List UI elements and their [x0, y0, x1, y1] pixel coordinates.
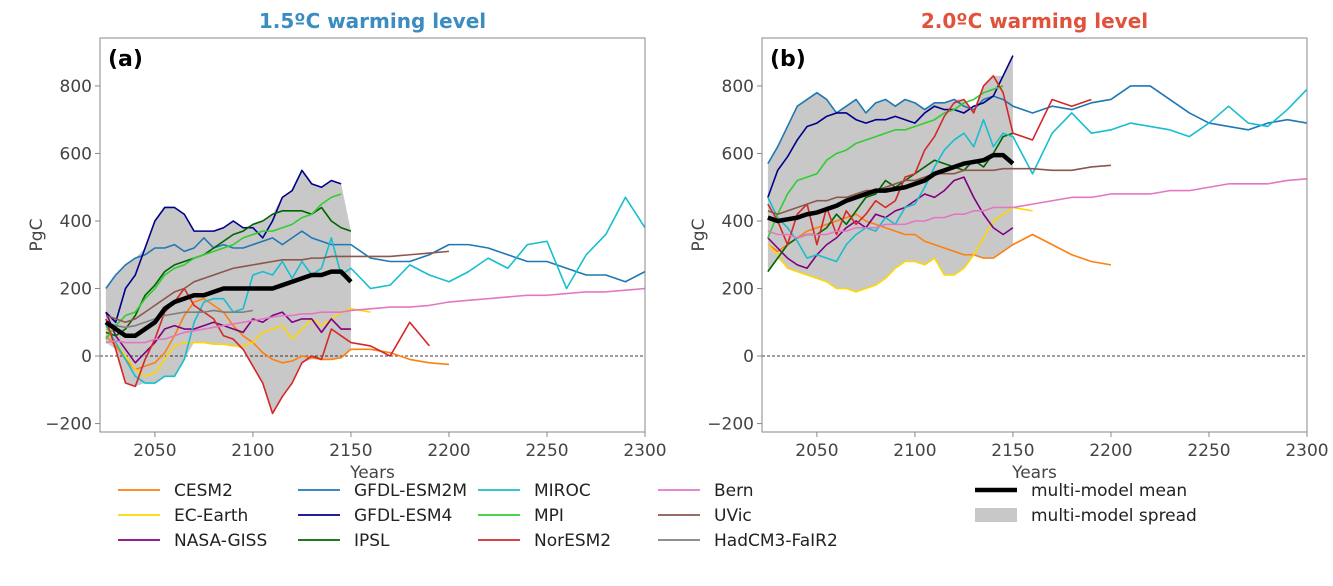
legend-label: multi-model mean [1031, 481, 1187, 501]
series-line: MPI [767, 85, 1004, 239]
x-tick-label: 2150 [329, 441, 372, 461]
series-line: MPI [105, 193, 342, 340]
y-tick-label: 600 [60, 144, 92, 164]
y-tick-label: 200 [722, 280, 754, 300]
legend-label: MIROC [534, 481, 591, 501]
x-tick-label: 2200 [427, 441, 470, 461]
y-tick-label: 600 [722, 144, 754, 164]
y-tick-label: 800 [60, 77, 92, 97]
y-tick-label: 400 [722, 212, 754, 232]
series-line: UVic [105, 250, 450, 324]
x-tick-label: 2250 [525, 441, 568, 461]
x-tick-label: 2250 [1187, 441, 1230, 461]
legend-label: GFDL-ESM4 [354, 506, 452, 526]
series-line: NASA-GISS [105, 311, 351, 364]
series-line: EC-Earth [767, 206, 1033, 293]
x-tick-label: 2300 [1285, 441, 1328, 461]
x-tick-label: 2100 [231, 441, 274, 461]
panel-label: (b) [770, 47, 806, 72]
y-tick-label: −200 [45, 415, 92, 435]
x-axis-label: Years [1011, 463, 1057, 483]
series-line: IPSL [105, 206, 352, 337]
panel-label: (a) [108, 47, 143, 72]
spread-band [105, 170, 351, 414]
legend-label: UVic [714, 506, 752, 526]
legend-label: NASA-GISS [174, 531, 267, 551]
y-tick-label: 200 [60, 280, 92, 300]
series-line: MIROC [767, 88, 1307, 263]
series-line: Bern [105, 287, 645, 344]
y-axis-label: PgC [27, 219, 47, 252]
legend-swatch [975, 508, 1017, 522]
series-line: GFDL-ESM2M [105, 230, 645, 289]
series-line: GFDL-ESM4 [105, 169, 342, 324]
y-tick-label: 0 [81, 347, 92, 367]
series-line: NorESM2 [105, 287, 430, 415]
legend-label: GFDL-ESM2M [354, 481, 467, 501]
series-line: NASA-GISS [767, 176, 1014, 270]
x-axis-label: Years [349, 463, 395, 483]
x-tick-label: 2200 [1089, 441, 1132, 461]
series-line: multi-model mean [767, 152, 1015, 224]
series-line: CESM2 [767, 213, 1112, 266]
y-tick-label: 800 [722, 77, 754, 97]
series-line: UVic [767, 164, 1112, 216]
series-line: NorESM2 [767, 75, 1092, 246]
legend-label: NorESM2 [534, 531, 611, 551]
series-line: EC-Earth [105, 307, 371, 378]
y-tick-label: −200 [707, 415, 754, 435]
series-line: HadCM3-FaIR2 [105, 309, 254, 329]
legend-label: Bern [714, 481, 754, 501]
x-tick-label: 2050 [133, 441, 176, 461]
legend-label: IPSL [354, 531, 390, 551]
axes-frame [761, 37, 1308, 433]
plot-area: CESM2EC-EarthNASA-GISSGFDL-ESM2MGFDL-ESM… [100, 169, 645, 415]
series-line: MIROC [105, 196, 645, 384]
legend-label: CESM2 [174, 481, 233, 501]
legend-label: HadCM3-FaIR2 [714, 531, 838, 551]
legend-label: MPI [534, 506, 564, 526]
legend-label: EC-Earth [174, 506, 248, 526]
y-axis-label: PgC [689, 219, 709, 252]
y-tick-label: 400 [60, 212, 92, 232]
x-tick-label: 2300 [623, 441, 666, 461]
x-tick-label: 2050 [795, 441, 838, 461]
legend-label: multi-model spread [1031, 506, 1197, 526]
x-tick-label: 2100 [893, 441, 936, 461]
series-line: GFDL-ESM2M [767, 85, 1307, 164]
chart-title: 1.5ºC warming level [259, 9, 486, 33]
axes-frame [99, 37, 646, 433]
chart-title: 2.0ºC warming level [921, 9, 1148, 33]
series-line: multi-model mean [104, 269, 353, 339]
series-line: Bern [767, 177, 1307, 239]
x-tick-label: 2150 [991, 441, 1034, 461]
series-line: GFDL-ESM4 [767, 55, 1014, 198]
y-tick-label: 0 [743, 347, 754, 367]
